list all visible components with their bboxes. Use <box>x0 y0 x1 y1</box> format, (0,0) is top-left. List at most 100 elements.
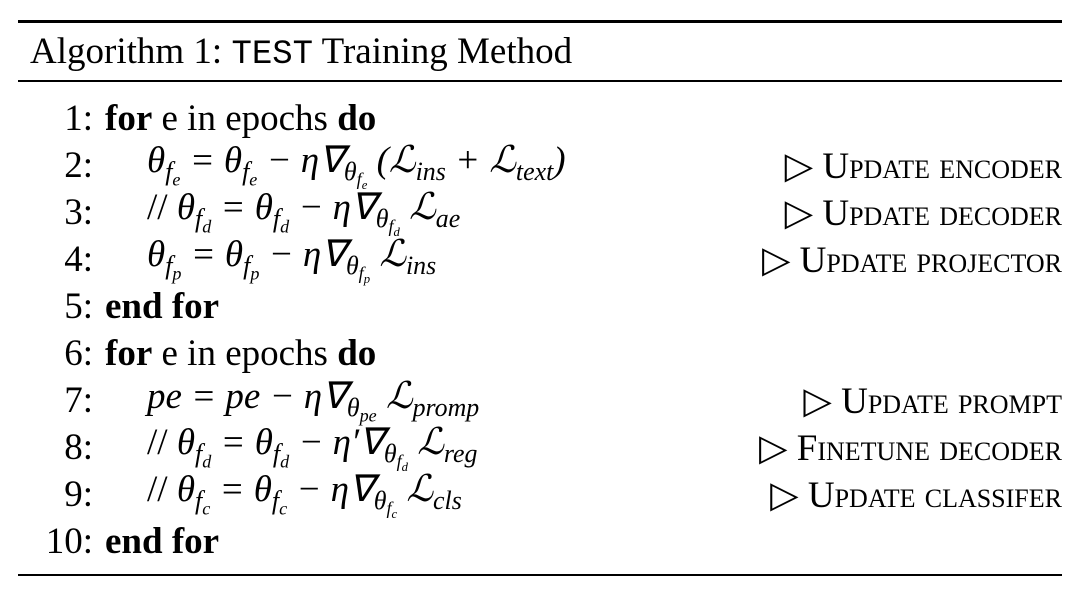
algorithm-line: 5: end for <box>18 283 1062 330</box>
subscript: e <box>249 169 257 189</box>
math-text: = θ <box>181 234 244 275</box>
math-text: d <box>280 451 290 472</box>
subscript: d <box>202 451 211 471</box>
subscript: promp <box>413 393 480 422</box>
math-text: − η′∇ <box>289 422 384 463</box>
math-text: ℒ <box>397 469 434 510</box>
subscript: cls <box>433 486 462 515</box>
math-text: c <box>391 507 398 521</box>
subscript: fp <box>243 251 259 283</box>
algorithm-title: Algorithm 1: TEST Training Method <box>30 30 572 74</box>
line-number: 8: <box>64 427 93 468</box>
subscript: fd <box>273 204 289 236</box>
math-text: f <box>386 498 392 519</box>
control: end for <box>105 285 219 328</box>
subscript: e <box>362 178 368 192</box>
subscript: ins <box>416 157 446 186</box>
subscript: p <box>250 263 259 283</box>
line-comment: ▷ Update classifer <box>770 474 1062 516</box>
subscript: c <box>392 507 398 521</box>
math-text: ℒ <box>370 234 406 275</box>
math-text: reg <box>443 438 478 468</box>
math-text: promp <box>412 393 480 423</box>
math-text: θ <box>176 422 195 463</box>
math-text: f <box>165 250 173 280</box>
subscript: d <box>202 216 211 236</box>
keyword: end for <box>105 286 220 327</box>
math-text: d <box>202 216 212 237</box>
math-text: c <box>279 498 288 519</box>
math-text: pe <box>359 405 377 426</box>
math-text: d <box>280 216 290 237</box>
math-text: d <box>401 460 408 474</box>
math-text: θ <box>147 140 166 181</box>
math-text: f <box>388 216 394 237</box>
subscript: θfd <box>375 203 400 239</box>
subscript: fc <box>272 486 288 519</box>
title-rule <box>18 80 1062 82</box>
line-comment: ▷ Update projector <box>761 239 1062 281</box>
line-number: 2: <box>64 145 93 186</box>
subscript: fd <box>195 438 211 471</box>
subscript: d <box>402 460 408 474</box>
math-text: θ <box>375 203 389 233</box>
math-text: ℒ <box>399 187 436 228</box>
math-text: p <box>250 263 260 284</box>
subscript: fe <box>357 169 368 192</box>
math-text: f <box>195 438 203 468</box>
math-text: ) <box>553 140 566 181</box>
math-text: − η∇ <box>259 234 346 275</box>
line-number: 1: <box>64 98 93 139</box>
math-text: − η∇ <box>257 140 344 181</box>
math-text: θ <box>147 234 166 275</box>
algorithm-line: 6: for e in epochs do <box>18 330 1062 377</box>
keyword: end for <box>105 521 220 562</box>
math-text: = θ <box>211 422 273 463</box>
math-text: = θ <box>211 187 273 228</box>
subscript: ae <box>436 204 460 233</box>
subscript: θfp <box>346 251 370 286</box>
subscript: θfd <box>384 439 408 474</box>
subscript: pe <box>360 406 377 426</box>
algorithm-line: 4: θfp = θfp − η∇θfp ℒins ▷ Update project… <box>18 234 1062 286</box>
math-text: text <box>515 156 554 186</box>
comment-prefix: // <box>147 469 168 510</box>
math-text: + ℒ <box>445 140 516 181</box>
math-text: θ <box>346 393 360 423</box>
method-name: TEST <box>231 36 314 74</box>
subscript: d <box>280 216 289 236</box>
line-comment: ▷ Update encoder <box>784 145 1062 187</box>
subscript: d <box>280 451 289 471</box>
statement: // θfd = θfd − η′∇θfd ℒreg <box>147 420 477 475</box>
formula: θfp = θfp − η∇θfp ℒins <box>147 234 436 286</box>
subscript: fc <box>195 486 210 518</box>
condition: e in epochs <box>161 98 328 139</box>
line-number: 7: <box>64 380 93 421</box>
line-comment: ▷ Update prompt <box>803 380 1062 422</box>
subscript: θfc <box>374 486 397 521</box>
subscript: e <box>172 169 180 189</box>
comment-prefix: // <box>147 187 168 228</box>
condition: e in epochs <box>161 333 328 374</box>
formula: θfe = θfe − η∇θfe (ℒins + ℒtext) <box>147 140 566 192</box>
line-comment: ▷ Update decoder <box>784 192 1062 234</box>
subscript: fd <box>195 203 211 236</box>
statement: // θfc = θfc − η∇θfc ℒcls <box>147 467 462 522</box>
math-text: ae <box>435 203 461 233</box>
statement: pe = pe − η∇θpe ℒpromp <box>147 374 479 426</box>
math-text: f <box>272 438 281 468</box>
comment-prefix: // <box>147 422 168 463</box>
algorithm-body: 1: for e in epochs do 2: θfe = θfe − η∇θfe … <box>18 95 1062 565</box>
top-rule <box>18 20 1062 23</box>
bottom-rule <box>18 574 1062 576</box>
subscript: p <box>364 272 370 286</box>
algorithm-line: 10: end for <box>18 518 1062 565</box>
math-text: θ <box>343 156 357 186</box>
line-number: 6: <box>64 333 93 374</box>
math-text: ins <box>415 156 446 186</box>
line-comment: ▷ Finetune decoder <box>759 427 1062 469</box>
math-text: f <box>195 203 203 233</box>
control: for e in epochs do <box>105 97 376 140</box>
math-text: = θ <box>180 140 243 181</box>
subscript: text <box>516 157 553 186</box>
